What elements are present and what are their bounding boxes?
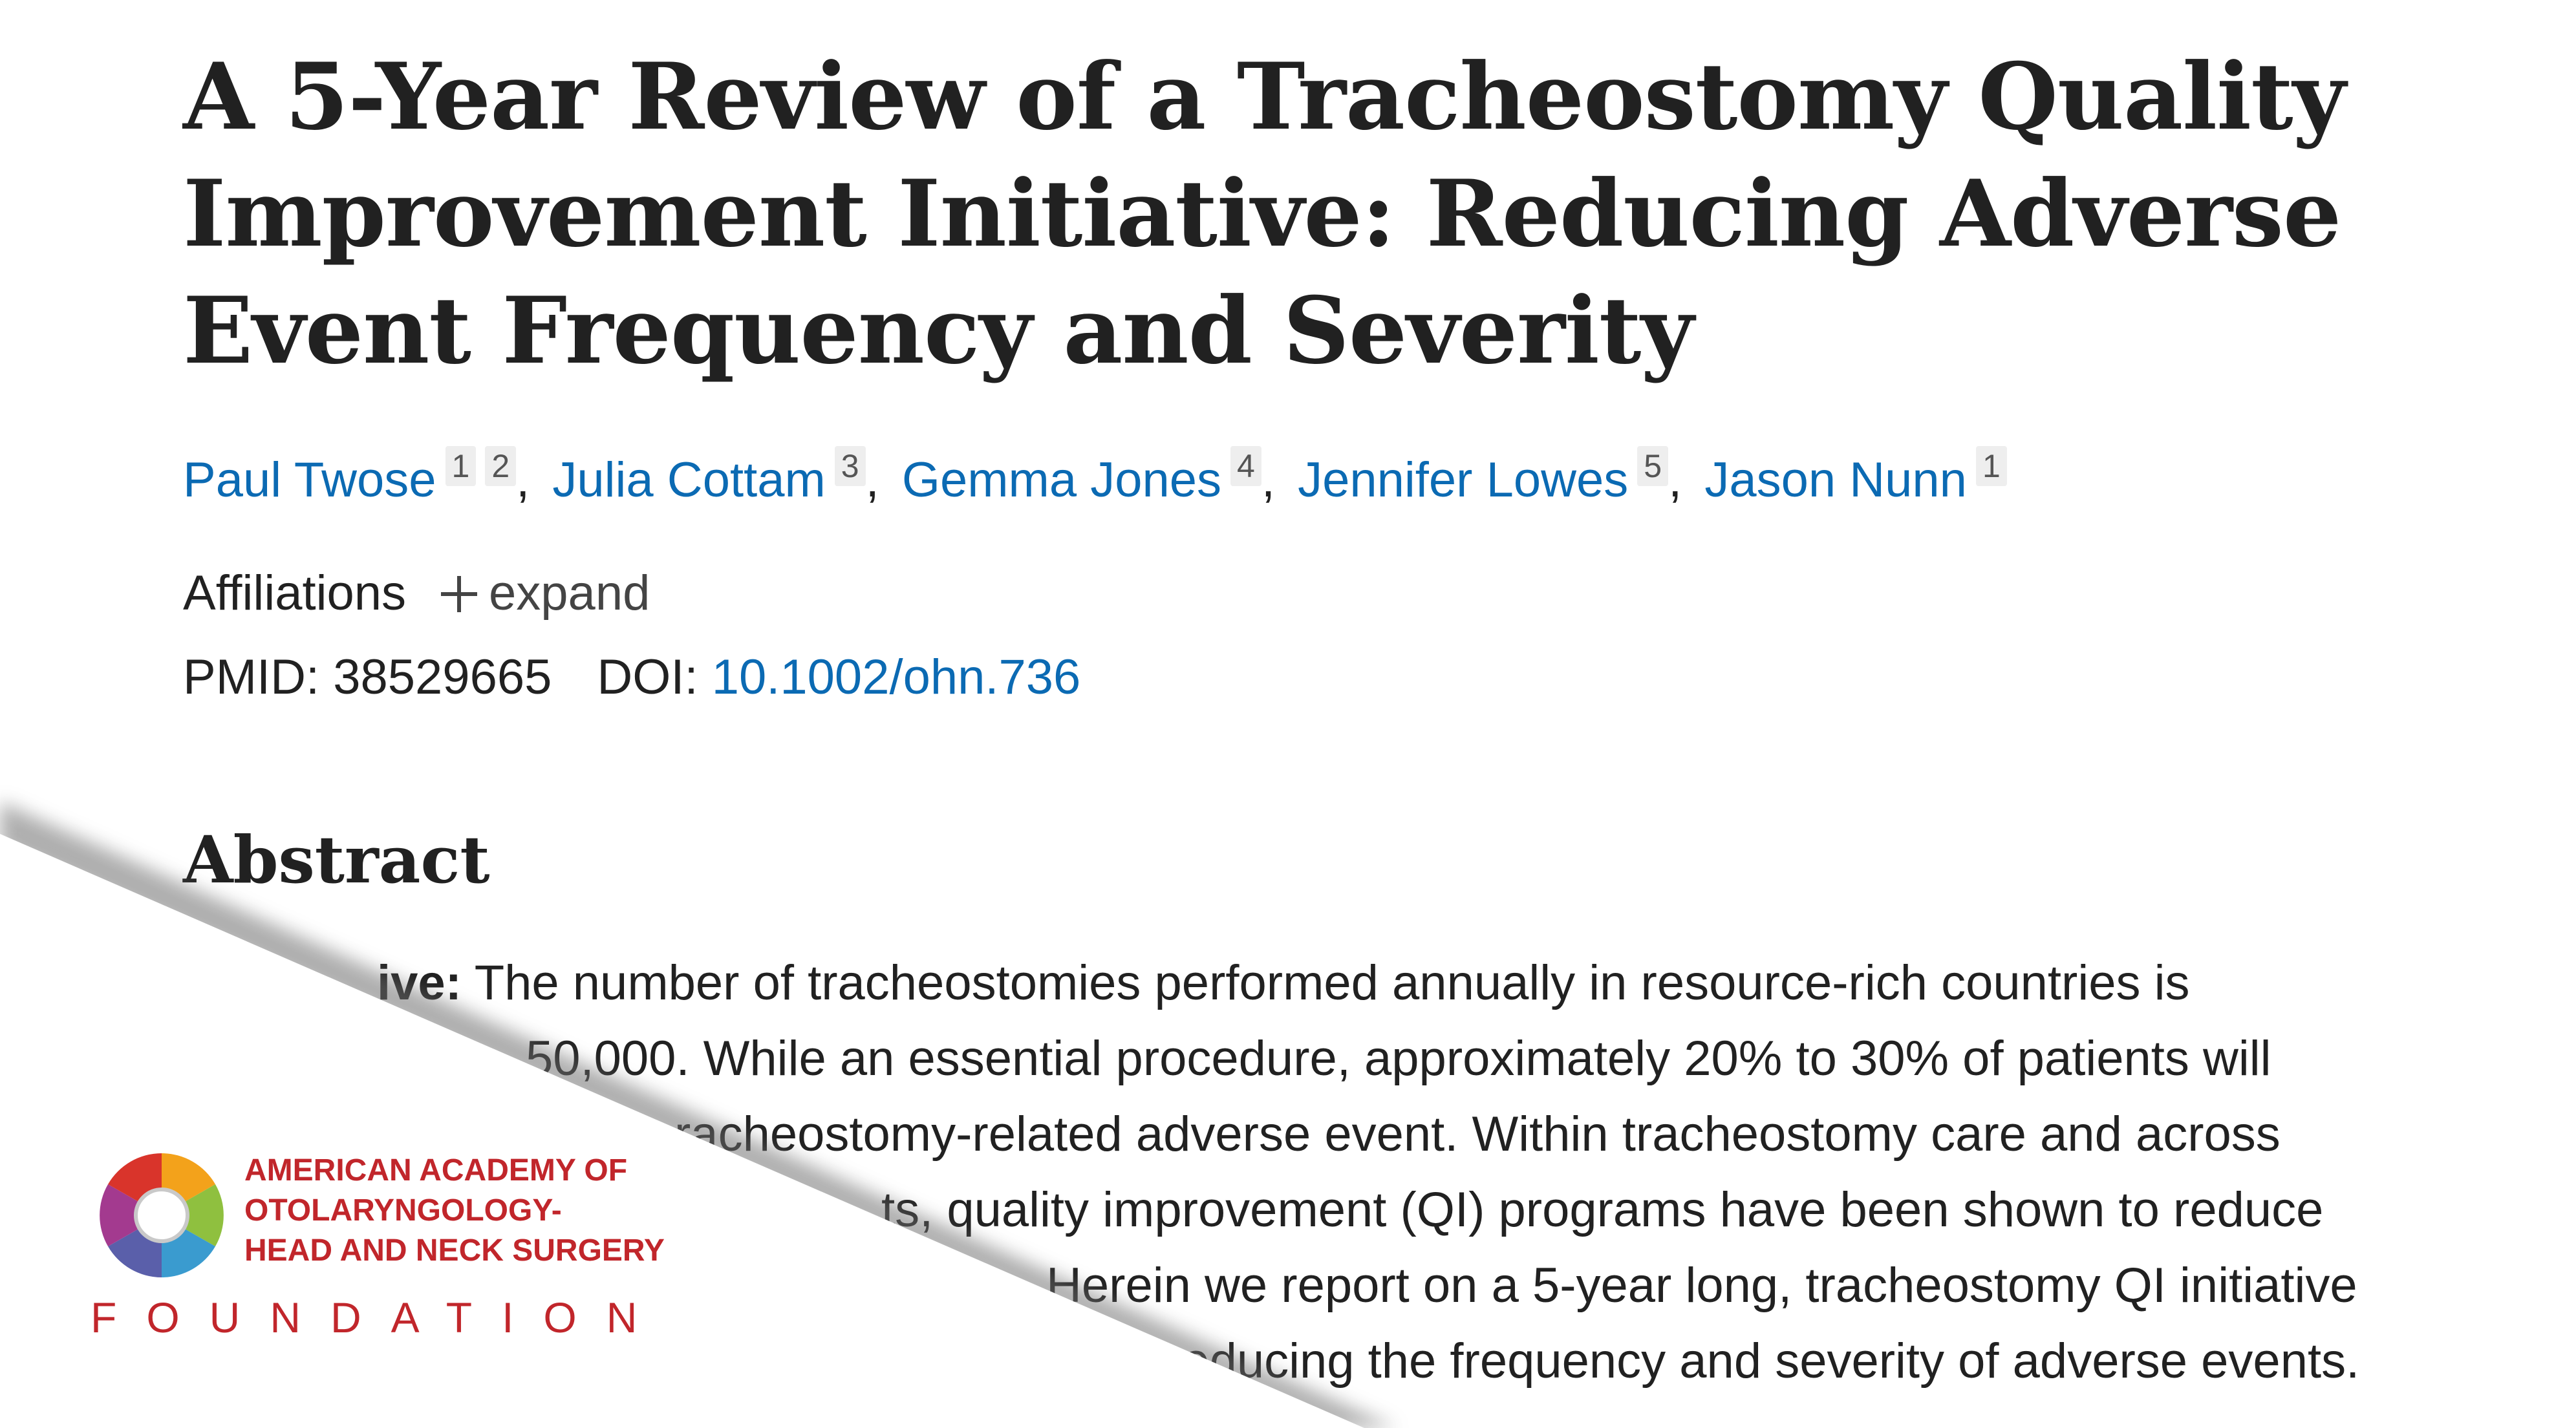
swirl-center — [136, 1189, 188, 1241]
affiliations-label: Affiliations — [183, 566, 407, 621]
swirl-segment — [162, 1228, 215, 1277]
swirl-logo-icon — [100, 1153, 224, 1277]
author-separator: , — [516, 453, 530, 507]
affiliation-ref[interactable]: 2 — [485, 446, 517, 486]
aao-hnsf-logo: AMERICAN ACADEMY OF OTOLARYNGOLOGY- HEAD… — [91, 1138, 672, 1345]
abstract-text: Herein we report on a 5-year long, trach… — [1046, 1258, 2357, 1313]
author-separator: , — [1261, 453, 1275, 507]
abstract-section-label: ive: — [377, 955, 462, 1010]
abstract-line: 50,000. While an essential procedure, ap… — [183, 1021, 2485, 1096]
swirl-segment — [184, 1184, 224, 1246]
author-link[interactable]: Julia Cottam — [552, 453, 826, 507]
logo-line: HEAD AND NECK SURGERY — [244, 1233, 665, 1268]
affiliation-ref[interactable]: 1 — [1975, 446, 2007, 486]
affiliation-ref[interactable]: 5 — [1637, 446, 1669, 486]
author-list: Paul Twose 1 2, Julia Cottam 3, Gemma Jones… — [183, 446, 2007, 513]
author-link[interactable]: Jennifer Lowes — [1298, 453, 1629, 507]
pmid: PMID: 38529665 — [183, 650, 552, 705]
abstract-line: ive: The number of tracheostomies perfor… — [183, 945, 2485, 1021]
author-separator: , — [865, 453, 879, 507]
logo-foundation: FOUNDATION — [91, 1294, 667, 1341]
abstract-text: reducing the frequency and severity of a… — [1166, 1334, 2360, 1389]
swirl-segment — [108, 1153, 162, 1202]
abstract-text: racheostomy-related adverse event. Withi… — [674, 1107, 2281, 1162]
expand-button[interactable]: expand — [489, 566, 650, 621]
doi-link[interactable]: 10.1002/ohn.736 — [711, 650, 1081, 705]
swirl-segment — [162, 1153, 215, 1202]
swirl-ring — [134, 1188, 189, 1243]
affiliations-toggle[interactable]: Affiliations expand — [183, 561, 650, 626]
author-link[interactable]: Jason Nunn — [1704, 453, 1967, 507]
doi-label: DOI: — [597, 650, 698, 705]
abstract-heading: Abstract — [183, 822, 490, 898]
swirl-segment — [108, 1228, 162, 1277]
article-title: A 5-Year Review of a Tracheostomy Qualit… — [183, 43, 2346, 385]
affiliation-ref[interactable]: 1 — [445, 446, 477, 486]
abstract-text: ts, quality improvement (QI) programs ha… — [881, 1182, 2324, 1237]
logo-line: AMERICAN ACADEMY OF — [244, 1153, 628, 1188]
logo-organization-name: AMERICAN ACADEMY OF OTOLARYNGOLOGY- HEAD… — [244, 1151, 665, 1271]
author-link[interactable]: Gemma Jones — [901, 453, 1222, 507]
abstract-text: 50,000. While an essential procedure, ap… — [526, 1031, 2271, 1086]
author-link[interactable]: Paul Twose — [183, 453, 436, 507]
author-separator: , — [1668, 453, 1682, 507]
plus-icon[interactable] — [441, 576, 478, 612]
logo-line: OTOLARYNGOLOGY- — [244, 1193, 562, 1228]
abstract-text: The number of tracheostomies performed a… — [461, 955, 2190, 1010]
identifiers: PMID: 38529665 DOI: 10.1002/ohn.736 — [183, 645, 1080, 710]
swirl-segment — [100, 1184, 140, 1246]
affiliation-ref[interactable]: 3 — [834, 446, 866, 486]
affiliation-ref[interactable]: 4 — [1230, 446, 1261, 486]
